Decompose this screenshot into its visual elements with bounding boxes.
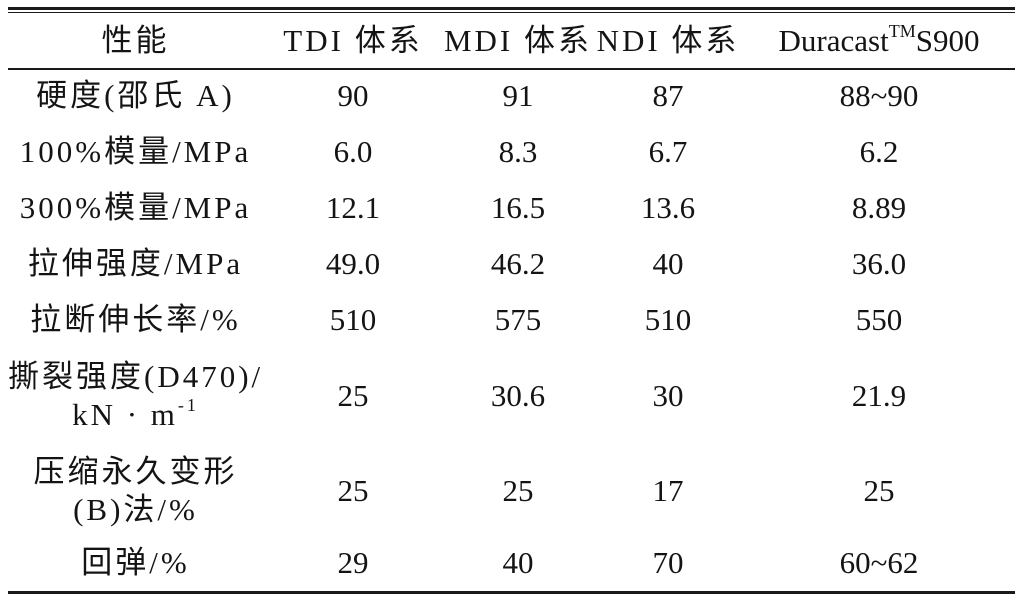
table-row: 300%模量/MPa 12.1 16.5 13.6 8.89 — [8, 180, 1015, 236]
table-body: 硬度(邵氏 A) 90 91 87 88~90 100%模量/MPa 6.0 8… — [8, 68, 1015, 588]
cell-mdi: 575 — [494, 302, 542, 338]
property-line: (B)法/% — [73, 491, 198, 527]
cell-ndi: 70 — [652, 545, 684, 581]
property-line: 撕裂强度(D470)/ — [8, 359, 264, 395]
cell-mdi: 91 — [502, 78, 534, 114]
table-row: 硬度(邵氏 A) 90 91 87 88~90 — [8, 68, 1015, 124]
header-row: 性能 TDI 体系 MDI 体系 NDI 体系 DuracastTMS900 — [8, 13, 1015, 68]
header-property: 性能 — [101, 22, 170, 58]
cell-duracast: 550 — [855, 302, 903, 338]
header-duracast: DuracastTMS900 — [743, 13, 1015, 68]
row-property: 压缩永久变形 (B)法/% — [8, 443, 263, 538]
table-row: 100%模量/MPa 6.0 8.3 6.7 6.2 — [8, 124, 1015, 180]
table-row: 拉断伸长率/% 510 575 510 550 — [8, 292, 1015, 348]
row-property: 300%模量/MPa — [19, 190, 252, 226]
cell-ndi: 40 — [652, 246, 684, 282]
property-line: kN · m-1 — [8, 396, 263, 433]
cell-mdi: 16.5 — [490, 190, 546, 226]
row-property: 拉伸强度/MPa — [27, 246, 244, 282]
cell-tdi: 6.0 — [333, 134, 373, 170]
row-property: 硬度(邵氏 A) — [36, 78, 235, 114]
cell-duracast: 88~90 — [839, 78, 919, 114]
cell-duracast: 60~62 — [839, 545, 919, 581]
cell-duracast: 36.0 — [851, 246, 907, 282]
row-property: 100%模量/MPa — [19, 134, 252, 170]
table-bottom-rule — [8, 591, 1015, 594]
cell-ndi: 30 — [652, 377, 684, 413]
unit-text: kN · m — [72, 396, 178, 432]
header-duracast-name: Duracast — [778, 22, 889, 58]
unit-exponent: -1 — [177, 394, 199, 415]
header-duracast-trademark: TM — [888, 20, 916, 41]
row-property: 回弹/% — [81, 545, 190, 581]
table-top-rule — [8, 7, 1015, 10]
header-mdi: MDI 体系 — [443, 22, 593, 58]
cell-duracast: 25 — [863, 472, 895, 508]
cell-tdi: 25 — [337, 472, 369, 508]
header-ndi: NDI 体系 — [596, 22, 740, 58]
cell-duracast: 21.9 — [851, 377, 907, 413]
cell-ndi: 13.6 — [640, 190, 696, 226]
cell-mdi: 40 — [502, 545, 534, 581]
cell-ndi: 510 — [644, 302, 692, 338]
property-line: 压缩永久变形 — [33, 454, 238, 490]
table-header-rule — [8, 68, 1015, 70]
cell-tdi: 510 — [329, 302, 377, 338]
table-row: 回弹/% 29 40 70 60~62 — [8, 538, 1015, 588]
row-property: 拉断伸长率/% — [30, 302, 241, 338]
properties-table: 性能 TDI 体系 MDI 体系 NDI 体系 DuracastTMS900 硬… — [8, 13, 1015, 588]
table-row: 拉伸强度/MPa 49.0 46.2 40 36.0 — [8, 236, 1015, 292]
cell-duracast: 8.89 — [851, 190, 907, 226]
cell-tdi: 29 — [337, 545, 369, 581]
cell-tdi: 90 — [337, 78, 369, 114]
cell-mdi: 46.2 — [490, 246, 546, 282]
row-property: 撕裂强度(D470)/ kN · m-1 — [8, 348, 263, 443]
cell-ndi: 87 — [652, 78, 684, 114]
header-duracast-model: S900 — [915, 22, 980, 58]
cell-tdi: 12.1 — [325, 190, 381, 226]
table-row: 撕裂强度(D470)/ kN · m-1 25 30.6 30 21.9 — [8, 348, 1015, 443]
cell-mdi: 25 — [502, 472, 534, 508]
cell-mdi: 8.3 — [498, 134, 538, 170]
table-header: 性能 TDI 体系 MDI 体系 NDI 体系 DuracastTMS900 — [8, 13, 1015, 68]
cell-ndi: 17 — [652, 472, 684, 508]
cell-duracast: 6.2 — [859, 134, 899, 170]
cell-tdi: 49.0 — [325, 246, 381, 282]
table-row: 压缩永久变形 (B)法/% 25 25 17 25 — [8, 443, 1015, 538]
cell-tdi: 25 — [337, 377, 369, 413]
cell-mdi: 30.6 — [490, 377, 546, 413]
header-tdi: TDI 体系 — [283, 22, 423, 58]
cell-ndi: 6.7 — [648, 134, 688, 170]
table-top-rule-inner — [8, 12, 1015, 13]
